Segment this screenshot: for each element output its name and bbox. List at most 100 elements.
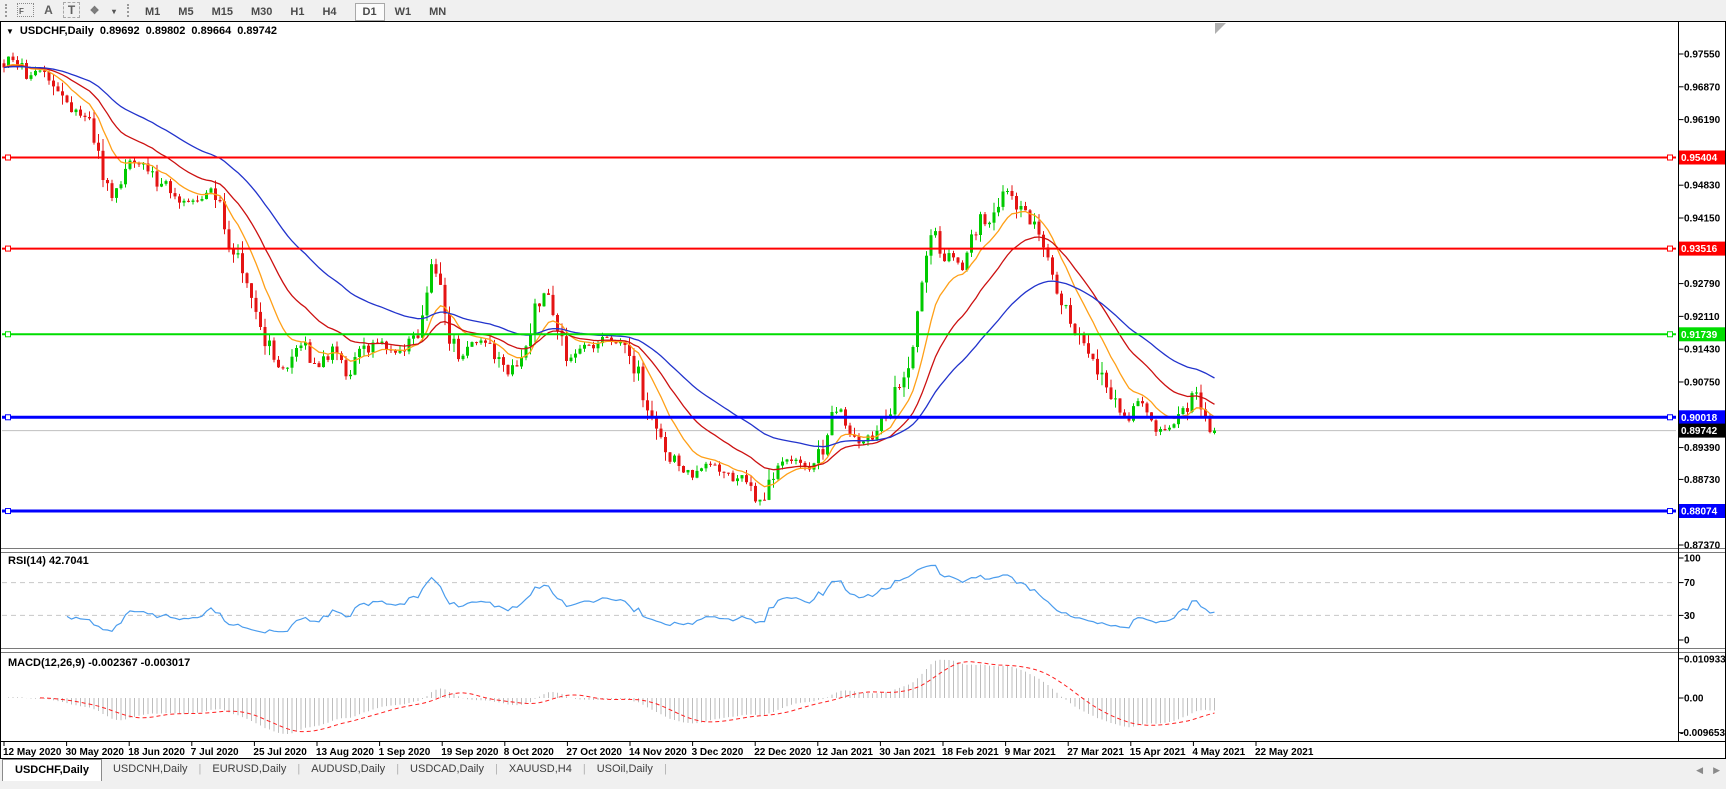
candle-body [340,353,343,360]
tab-separator: | [582,763,586,775]
date-axis: 12 May 2020 30 May 2020 18 Jun 2020 7 Jul 2… [3,742,1314,758]
hline-handle[interactable] [5,245,11,252]
hline-handle[interactable] [5,154,11,161]
candle-body [1060,293,1063,306]
candle-body [628,345,631,356]
chart-tab-usdcnh[interactable]: USDCNH,Daily [112,763,188,775]
toolbar-drag-handle[interactable] [5,4,9,17]
candle-body [124,168,127,185]
date-label: 27 Oct 2020 [566,747,622,758]
timeframe-button-m15[interactable]: M15 [211,5,233,18]
tabs-scroll-left-icon[interactable]: ◀ [1696,765,1704,775]
hline-handle[interactable] [5,414,11,421]
candle-body [515,365,519,367]
candle-body [619,341,622,344]
candle-body [1087,343,1090,354]
candle-body [803,462,807,467]
chart-dropdown-icon[interactable]: ▼ [6,26,14,36]
timeframe-button-mn[interactable]: MN [429,5,447,18]
price-tick-label: 0.92110 [1684,312,1720,323]
timeframe-button-w1[interactable]: W1 [394,5,412,18]
candle-body [218,200,222,202]
candle-body [587,344,591,346]
candle-body [173,193,177,197]
date-label: 18 Feb 2021 [942,747,999,758]
candle-body [367,345,370,353]
hline-handle[interactable] [5,508,11,515]
candle-body [1001,191,1005,207]
hline-handle[interactable] [1667,154,1673,161]
frame-tool-icon[interactable]: F [17,3,34,18]
chart-tab-audusd[interactable]: AUDUSD,Daily [311,763,386,775]
timeframe-button-m1[interactable]: M1 [145,5,161,18]
macd-pane[interactable] [4,659,1215,734]
candle-body [106,180,109,184]
date-label: 22 May 2021 [1255,747,1314,758]
timeframe-toolbar-drag-handle[interactable] [127,4,131,17]
timeframe-button-h1[interactable]: H1 [290,5,305,18]
tab-separator: | [396,763,400,775]
candle-body [641,366,645,401]
date-label: 7 Jul 2020 [191,747,239,758]
candle-body [304,342,307,346]
candle-body [938,231,942,254]
shapes-tool-icon[interactable]: ❖ [89,5,100,18]
hline-price-label: 0.90018 [1681,413,1718,424]
chart-tab-xauusd[interactable]: XAUUSD,H4 [508,763,572,775]
chart-window-background [0,21,1726,758]
candle-body [1136,401,1140,407]
candle-body [1100,372,1104,375]
rsi-pane[interactable] [2,564,1676,634]
candle-body [254,297,258,312]
hline-handle[interactable] [1667,331,1673,338]
timeframe-buttons-group: M1 M5 M15 M30 H1 H4 D1 W1 MN [136,2,455,21]
chart-tab-usdcad[interactable]: USDCAD,Daily [410,763,485,775]
candle-body [425,292,429,316]
hline-price-label: 0.91739 [1681,330,1718,341]
date-label: 19 Sep 2020 [441,747,499,758]
price-tick-label: 0.94830 [1684,181,1721,192]
candle-body [875,431,879,440]
candle-body [1213,430,1216,433]
price-tick-label: 0.92790 [1684,279,1721,290]
candle-body [826,435,829,455]
hline-handle[interactable] [5,331,11,338]
text-tool-icon[interactable]: T [63,2,80,19]
timeframe-button-m30[interactable]: M30 [250,5,273,18]
candle-body [52,80,55,87]
candle-body [898,387,901,388]
candle-body [358,348,361,357]
hline-handle[interactable] [1667,414,1673,421]
candle-body [637,366,640,374]
text-label-icon[interactable]: A [44,3,53,18]
chart-tab-usoil[interactable]: USOil,Daily [596,763,653,775]
candle-body [502,357,505,365]
hline-handle[interactable] [1667,508,1673,515]
hline-price-label-box [1679,327,1725,342]
timeframe-button-m5[interactable]: M5 [178,5,194,18]
timeframe-button-h4[interactable]: H4 [322,5,337,18]
chart-tab-usdchf[interactable]: USDCHF,Daily [2,759,102,781]
candle-body [7,56,10,68]
candle-body [61,91,64,96]
candle-body [952,253,955,258]
candlestick-series[interactable] [2,52,1217,506]
candle-body [1037,221,1041,235]
shapes-dropdown-icon[interactable]: ▾ [111,7,116,17]
candle-body [965,252,969,271]
candle-body [268,340,271,347]
candle-body [191,200,195,202]
candle-body [259,311,262,327]
timeframe-button-d1[interactable]: D1 [354,2,385,21]
tabs-scroll-right-icon[interactable]: ▶ [1713,765,1720,775]
candle-body [1073,323,1077,334]
candle-body [961,262,964,271]
hline-handle[interactable] [1667,245,1673,252]
candle-body [673,455,676,462]
candle-body [790,459,793,461]
rsi-axis-ticks: 100 70 30 0 [1678,554,1701,647]
candle-body [79,109,82,116]
chart-tab-eurusd[interactable]: EURUSD,Daily [212,763,287,775]
ma-fast-line [3,63,1215,488]
